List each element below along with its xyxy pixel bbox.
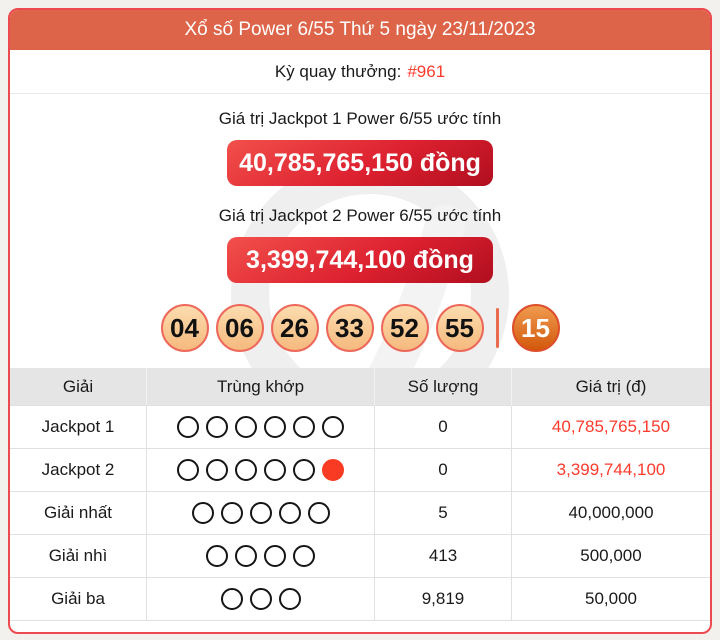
match-circle-open (278, 502, 301, 524)
prize-table-row: Giải ba 9,819 50,000 (10, 578, 710, 621)
page-title: Xổ số Power 6/55 Thứ 5 ngày 23/11/2023 (184, 19, 536, 40)
match-circle-open (293, 416, 315, 438)
match-circle-open (206, 545, 228, 567)
prize-value-cell: 500,000 (512, 535, 710, 578)
match-circle-open (206, 459, 228, 481)
match-circle-open (264, 545, 286, 567)
jackpot1-label: Giá trị Jackpot 1 Power 6/55 ước tính (218, 109, 502, 128)
main-number-ball: 52 (380, 304, 429, 352)
match-circle-open (249, 502, 272, 524)
main-number-ball: 06 (215, 304, 264, 352)
main-number-ball: 33 (325, 304, 374, 352)
match-pattern-cell (147, 406, 375, 449)
prize-value-cell: 40,785,765,150 (512, 406, 710, 449)
match-circle-open (235, 545, 257, 567)
match-circle-open (220, 588, 243, 610)
match-pattern-cell (147, 449, 375, 492)
prize-table-row: Jackpot 2 0 3,399,744,100 (10, 449, 710, 492)
prize-name-cell: Giải nhì (10, 535, 147, 578)
main-number-ball: 55 (435, 304, 484, 352)
match-circle-open (278, 588, 301, 610)
match-circle-open (249, 588, 272, 610)
winning-numbers: 04 06 26 33 52 55 15 (10, 304, 710, 352)
prize-name-cell: Giải ba (10, 578, 147, 621)
column-header-count: Số lượng (375, 368, 512, 406)
prize-table-body: Jackpot 1 0 40,785,765,150 Jackpot 2 0 3,399,… (10, 406, 710, 621)
prize-name-cell: Jackpot 2 (10, 449, 147, 492)
prize-name-cell: Giải nhất (10, 492, 147, 535)
main-number-ball: 26 (270, 304, 319, 352)
prize-table-row: Jackpot 1 0 40,785,765,150 (10, 406, 710, 449)
prize-value-cell: 40,000,000 (512, 492, 710, 535)
winner-count-cell: 5 (375, 492, 512, 535)
jackpot2-value-badge: 3,399,744,100 đồng (227, 237, 493, 283)
winner-count-cell: 0 (375, 449, 512, 492)
draw-period-label: Kỳ quay thưởng: (274, 61, 402, 81)
match-circle-open (177, 459, 199, 481)
winner-count-cell: 413 (375, 535, 512, 578)
prize-table-row: Giải nhì 413 500,000 (10, 535, 710, 578)
main-number-ball: 04 (160, 304, 209, 352)
match-pattern-cell (147, 578, 375, 621)
lottery-results-panel: Xổ số Power 6/55 Thứ 5 ngày 23/11/2023 K… (8, 8, 712, 634)
column-header-value: Giá trị (đ) (512, 368, 710, 406)
draw-period-id: #961 (407, 61, 446, 81)
draw-period-row: Kỳ quay thưởng: #961 (10, 50, 710, 94)
match-circle-open (220, 502, 243, 524)
match-pattern-cell (147, 535, 375, 578)
jackpot2-label: Giá trị Jackpot 2 Power 6/55 ước tính (218, 206, 502, 225)
prize-table-header: Giải Trùng khớp Số lượng Giá trị (đ) (10, 368, 710, 406)
match-circle-open (307, 502, 330, 524)
special-number-ball: 15 (511, 304, 560, 352)
prize-table-row: Giải nhất 5 40,000,000 (10, 492, 710, 535)
column-header-match: Trùng khớp (147, 368, 375, 406)
match-circle-open (322, 416, 344, 438)
column-header-prize: Giải (10, 368, 147, 406)
prize-name-cell: Jackpot 1 (10, 406, 147, 449)
title-bar: Xổ số Power 6/55 Thứ 5 ngày 23/11/2023 (10, 10, 710, 50)
prize-value-cell: 3,399,744,100 (512, 449, 710, 492)
prize-table: Giải Trùng khớp Số lượng Giá trị (đ) Jac… (10, 368, 710, 621)
match-circle-open (191, 502, 214, 524)
match-circle-open (293, 545, 315, 567)
match-circle-special (322, 459, 344, 481)
prize-value-cell: 50,000 (512, 578, 710, 621)
match-pattern-cell (147, 492, 375, 535)
match-circle-open (235, 459, 257, 481)
match-circle-open (206, 416, 228, 438)
winner-count-cell: 9,819 (375, 578, 512, 621)
match-circle-open (177, 416, 199, 438)
winner-count-cell: 0 (375, 406, 512, 449)
match-circle-open (264, 459, 286, 481)
jackpot1-value-badge: 40,785,765,150 đồng (227, 140, 493, 186)
match-circle-open (235, 416, 257, 438)
special-ball-divider (496, 308, 499, 348)
match-circle-open (264, 416, 286, 438)
match-circle-open (293, 459, 315, 481)
